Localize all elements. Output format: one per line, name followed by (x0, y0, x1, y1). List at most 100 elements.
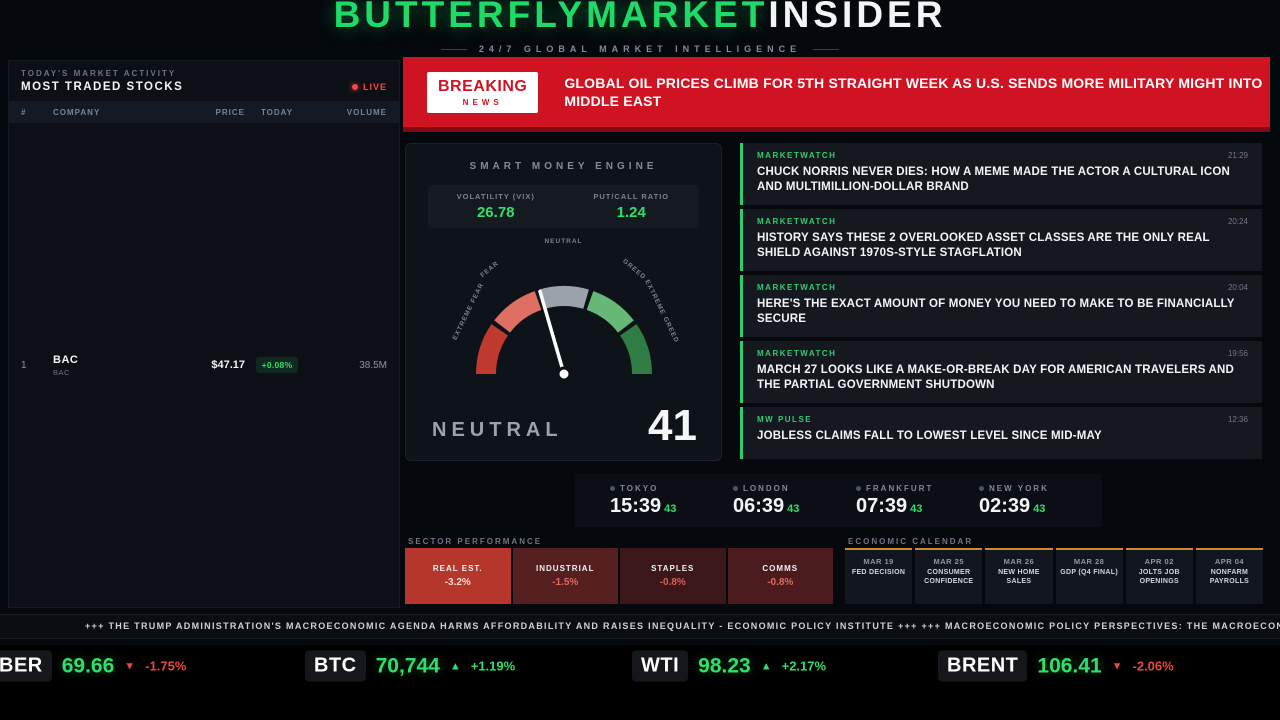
news-headline: MARCH 27 LOOKS LIKE A MAKE-OR-BREAK DAY … (757, 364, 1235, 392)
smart-money-metrics: VOLATILITY (VIX) 26.78 PUT/CALL RATIO 1.… (428, 185, 699, 228)
news-source: MW PULSE (757, 415, 813, 424)
vix-label: VOLATILITY (VIX) (456, 192, 535, 201)
calendar-event-tile: MAR 28 GDP (Q4 FINAL) (1055, 548, 1123, 604)
calendar-event-tile: MAR 25 CONSUMER CONFIDENCE (915, 548, 983, 604)
sector-value: -0.8% (659, 577, 686, 588)
news-item[interactable]: MARKETWATCH 20:04 HERE'S THE EXACT AMOUN… (740, 275, 1262, 337)
ticker-price: 106.41 (1037, 654, 1102, 677)
news-item-meta: MARKETWATCH 19:56 (757, 349, 1248, 358)
clock-city: NEW YORK (989, 483, 1049, 493)
news-headline: CHUCK NORRIS NEVER DIES: HOW A MEME MADE… (757, 166, 1230, 194)
gauge-readout: NEUTRAL 41 (432, 404, 697, 448)
down-arrow-icon: ▼ (124, 660, 136, 672)
subtitle-row: 24/7 GLOBAL MARKET INTELLIGENCE (0, 44, 1280, 54)
news-item[interactable]: MARKETWATCH 21:29 CHUCK NORRIS NEVER DIE… (740, 143, 1262, 205)
sector-tile: COMMS -0.8% (727, 548, 833, 604)
gauge-segment-2 (493, 291, 542, 333)
stock-volume: 38.5M (359, 359, 387, 371)
stock-price: $47.17 (211, 359, 245, 371)
calendar-event: CONSUMER CONFIDENCE (924, 569, 974, 585)
gauge-segment-5 (619, 324, 652, 375)
calendar-date: MAR 19 (863, 557, 894, 566)
clock-tokyo: TOKYO 15:39 43 (610, 484, 733, 518)
news-item[interactable]: MW PULSE 12:36 JOBLESS CLAIMS FALL TO LO… (740, 407, 1262, 459)
clock-london: LONDON 06:39 43 (733, 484, 856, 518)
up-arrow-icon: ▲ (760, 660, 772, 672)
up-arrow-icon: ▲ (449, 660, 461, 672)
news-source: MARKETWATCH (757, 283, 837, 292)
ticker-symbol: BRENT (938, 650, 1028, 682)
calendar-event-tile: MAR 26 NEW HOME SALES (985, 548, 1053, 604)
gauge-segment-1 (475, 324, 508, 375)
stock-symbol: BAC (53, 353, 79, 366)
ticker-change: -1.75% (145, 658, 187, 674)
calendar-event: GDP (Q4 FINAL) (1060, 569, 1118, 576)
news-time: 19:56 (1227, 349, 1248, 358)
gauge-value: 41 (648, 401, 697, 450)
app-subtitle: 24/7 GLOBAL MARKET INTELLIGENCE (478, 44, 802, 54)
app-title: BUTTERFLYMARKETINSIDER (0, 0, 1280, 36)
stock-sub-symbol: BAC (53, 367, 70, 377)
clock-city: TOKYO (620, 483, 659, 493)
smart-money-panel: SMART MONEY ENGINE VOLATILITY (VIX) 26.7… (405, 143, 722, 461)
clock-hhmm: 06:39 (733, 494, 785, 517)
world-clocks: TOKYO 15:39 43 LONDON 06:39 43 FRANKFURT 0… (575, 474, 1102, 527)
vix-value: 26.78 (476, 204, 515, 221)
gauge-sentiment: NEUTRAL (432, 419, 563, 441)
fear-greed-gauge: NEUTRAL FEAR GREED EXTREME FEAR EXTREME … (439, 236, 689, 384)
clock-hhmm: 15:39 (610, 494, 662, 517)
news-item-meta: MARKETWATCH 21:29 (757, 151, 1248, 160)
most-traded-stocks-panel: TODAY'S MARKET ACTIVITY MOST TRADED STOC… (8, 60, 400, 608)
column-today: TODAY (260, 107, 294, 117)
clock-seconds: 43 (787, 502, 800, 515)
stock-company: BAC BAC (47, 354, 165, 377)
sector-tile: INDUSTRIAL -1.5% (512, 548, 618, 604)
ticker-symbol: BTC (305, 650, 366, 682)
sector-performance-title: SECTOR PERFORMANCE (408, 537, 543, 546)
ticker-price: 98.23 (698, 654, 751, 677)
sector-performance: REAL EST. -3.2% INDUSTRIAL -1.5% STAPLES… (405, 548, 833, 604)
news-source: MARKETWATCH (757, 151, 837, 160)
news-headline: HISTORY SAYS THESE 2 OVERLOOKED ASSET CL… (757, 232, 1210, 260)
live-dot-icon (351, 84, 358, 90)
subtitle-rule-right (813, 48, 840, 50)
stock-change-cell: +0.08% (245, 357, 309, 373)
price-ticker-bar: BER 69.66 ▼ -1.75% BTC 70,744 ▲ +1.19% W… (0, 645, 1280, 720)
news-time: 12:36 (1227, 415, 1248, 424)
calendar-event: JOLTS JOB OPENINGS (1138, 569, 1180, 585)
ticker-tape-text: +++ THE TRUMP ADMINISTRATION'S MACROECON… (85, 621, 1280, 631)
stocks-panel-title: MOST TRADED STOCKS (21, 81, 184, 93)
stock-change-badge: +0.08% (255, 357, 299, 373)
calendar-date: APR 04 (1214, 557, 1245, 566)
sector-name: COMMS (762, 564, 799, 573)
calendar-event-tile: APR 04 NONFARM PAYROLLS (1195, 548, 1264, 604)
news-item[interactable]: MARKETWATCH 20:24 HISTORY SAYS THESE 2 O… (740, 209, 1262, 271)
down-arrow-icon: ▼ (1111, 660, 1123, 672)
table-row[interactable]: 1 BAC BAC $47.17 +0.08% 38.5M (9, 345, 399, 385)
clock-time: 07:39 43 (856, 495, 979, 518)
news-item[interactable]: MARKETWATCH 19:56 MARCH 27 LOOKS LIKE A … (740, 341, 1262, 403)
calendar-event: NEW HOME SALES (998, 569, 1040, 585)
gauge-segment-3 (538, 286, 589, 309)
put-call-metric: PUT/CALL RATIO 1.24 (564, 192, 700, 221)
price-ticker-item: BRENT 106.41 ▼ -2.06% (938, 650, 1174, 682)
sector-name: INDUSTRIAL (536, 564, 595, 573)
sector-tile: REAL EST. -3.2% (405, 548, 511, 604)
ticker-symbol: WTI (632, 650, 689, 682)
breaking-news-banner: BREAKING NEWS GLOBAL OIL PRICES CLIMB FO… (403, 57, 1270, 132)
sector-value: -1.5% (552, 577, 579, 588)
clock-seconds: 43 (910, 502, 923, 515)
gauge-needle (537, 289, 566, 376)
header: BUTTERFLYMARKETINSIDER 24/7 GLOBAL MARKE… (0, 0, 1280, 54)
sector-name: STAPLES (651, 564, 695, 573)
breaking-headline: GLOBAL OIL PRICES CLIMB FOR 5TH STRAIGHT… (564, 74, 1263, 109)
live-badge: LIVE (351, 82, 387, 92)
price-ticker-item: WTI 98.23 ▲ +2.17% (632, 650, 826, 682)
clock-status-icon (979, 485, 984, 491)
economic-calendar: MAR 19 FED DECISION MAR 25 CONSUMER CONF… (845, 548, 1264, 604)
ticker-price: 70,744 (375, 654, 440, 677)
live-label: LIVE (362, 82, 387, 92)
economic-calendar-title: ECONOMIC CALENDAR (848, 537, 974, 546)
breaking-badge-line1: BREAKING (438, 77, 528, 95)
calendar-date: MAR 25 (933, 557, 965, 566)
